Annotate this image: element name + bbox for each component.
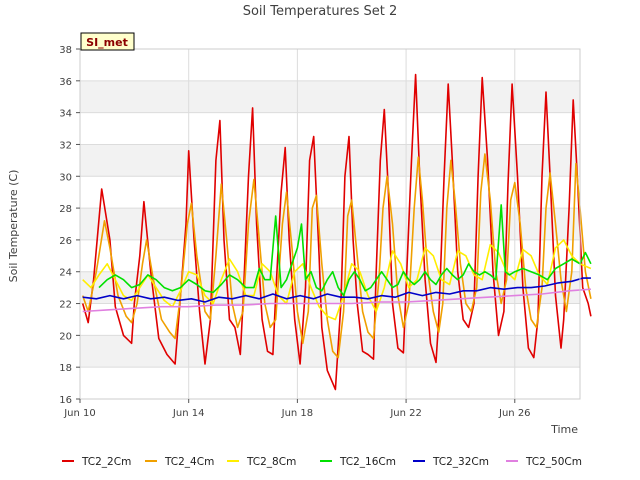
series-lines xyxy=(81,73,592,391)
legend-item: TC2_8Cm xyxy=(227,456,296,468)
y-tick-label: 28 xyxy=(59,204,72,215)
y-tick-label: 18 xyxy=(59,363,72,374)
series-line-TC2_32Cm xyxy=(82,277,591,303)
chart-title: Soil Temperatures Set 2 xyxy=(243,4,398,19)
legend-item: TC2_32Cm xyxy=(413,456,489,468)
legend-label: TC2_2Cm xyxy=(81,456,131,468)
station-tag-label: SI_met xyxy=(86,36,128,49)
grid-band xyxy=(80,208,580,240)
y-tick-label: 36 xyxy=(59,77,72,88)
series-line-TC2_8Cm xyxy=(82,239,592,321)
legend-label: TC2_16Cm xyxy=(339,456,396,468)
series-line-TC2_4Cm xyxy=(81,153,592,359)
plot-frame xyxy=(79,48,581,400)
x-tick-label: Jun 22 xyxy=(389,408,422,419)
legend-item: TC2_4Cm xyxy=(145,456,214,468)
y-tick-label: 16 xyxy=(59,395,72,406)
y-tick-label: 32 xyxy=(59,140,72,151)
x-tick-label: Jun 14 xyxy=(172,408,205,419)
grid-band xyxy=(80,367,580,399)
grid-band xyxy=(80,49,580,81)
grid-band xyxy=(80,144,580,177)
y-axis-ticks: 16 18 20 22 24 26 28 30 32 34 36 38 xyxy=(59,45,80,406)
station-tag: SI_met xyxy=(80,32,135,51)
y-tick-label: 34 xyxy=(59,109,72,120)
grid-band xyxy=(80,112,580,145)
legend-label: TC2_4Cm xyxy=(164,456,214,468)
x-axis-ticks: Jun 10 Jun 14 Jun 18 Jun 22 Jun 26 xyxy=(63,399,531,419)
y-axis-label: Soil Temperature (C) xyxy=(7,170,20,283)
series-line-TC2_16Cm xyxy=(98,204,592,297)
legend-label: TC2_50Cm xyxy=(525,456,582,468)
grid-band xyxy=(80,335,580,368)
x-axis-label: Time xyxy=(550,423,578,436)
x-tick-label: Jun 26 xyxy=(498,408,531,419)
y-tick-label: 38 xyxy=(59,45,72,56)
grid-band xyxy=(80,176,580,209)
legend-label: TC2_8Cm xyxy=(246,456,296,468)
grid-bands xyxy=(80,49,580,399)
legend: TC2_2Cm TC2_4Cm TC2_8Cm TC2_16Cm TC2_32Cm TC2… xyxy=(62,456,582,468)
x-tick-label: Jun 18 xyxy=(281,408,314,419)
legend-item: TC2_2Cm xyxy=(62,456,131,468)
y-tick-label: 20 xyxy=(59,331,72,342)
y-tick-label: 24 xyxy=(59,268,72,279)
grid-band xyxy=(80,80,580,113)
series-line-TC2_2Cm xyxy=(81,73,592,391)
y-tick-label: 30 xyxy=(59,172,72,183)
legend-item: TC2_50Cm xyxy=(506,456,582,468)
series-line-TC2_50Cm xyxy=(82,288,591,313)
legend-item: TC2_16Cm xyxy=(320,456,396,468)
y-tick-label: 26 xyxy=(59,236,72,247)
y-tick-label: 22 xyxy=(59,300,72,311)
x-tick-label: Jun 10 xyxy=(63,408,96,419)
legend-label: TC2_32Cm xyxy=(432,456,489,468)
